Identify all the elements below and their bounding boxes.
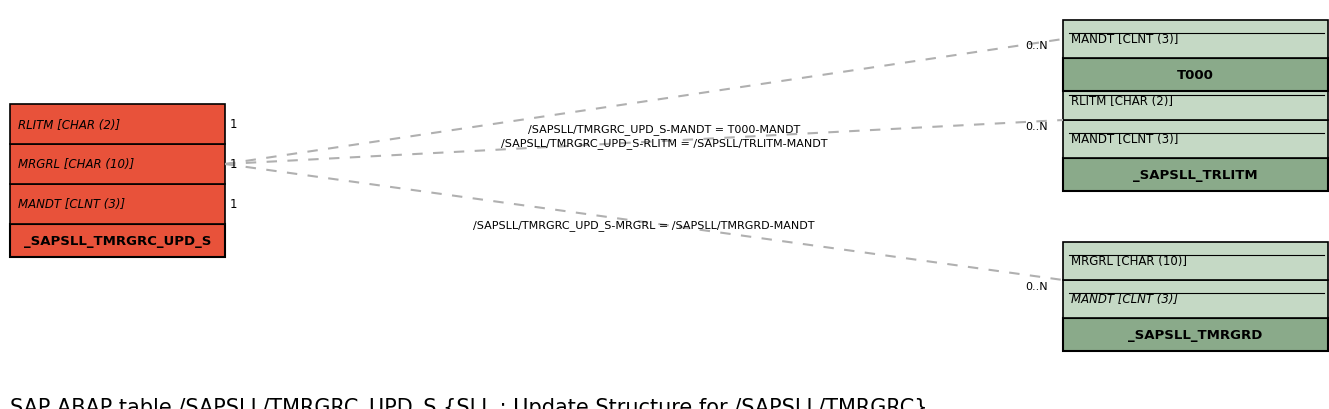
Text: 1: 1 <box>230 198 238 211</box>
Text: 0..N: 0..N <box>1025 122 1047 132</box>
Text: 0..N: 0..N <box>1025 41 1047 51</box>
Bar <box>11 184 225 225</box>
Text: /SAPSLL/TMRGRC_UPD_S-MANDT = T000-MANDT: /SAPSLL/TMRGRC_UPD_S-MANDT = T000-MANDT <box>528 124 800 135</box>
Bar <box>1063 59 1328 92</box>
Text: MANDT [CLNT (3)]: MANDT [CLNT (3)] <box>19 198 125 211</box>
Bar <box>1063 280 1328 318</box>
Text: /SAPSLL/TMRGRC_UPD_S-RLITM = /SAPSLL/TRLITM-MANDT: /SAPSLL/TMRGRC_UPD_S-RLITM = /SAPSLL/TRL… <box>501 138 827 148</box>
Text: /SAPSLL/TMRGRC_UPD_S-MRGRL = /SAPSLL/TMRGRD-MANDT: /SAPSLL/TMRGRC_UPD_S-MRGRL = /SAPSLL/TMR… <box>473 220 815 230</box>
Text: MRGRL [CHAR (10)]: MRGRL [CHAR (10)] <box>19 158 134 171</box>
Bar <box>11 145 225 184</box>
Text: MRGRL [CHAR (10)]: MRGRL [CHAR (10)] <box>1071 255 1187 268</box>
Bar <box>1063 83 1328 121</box>
Text: _SAPSLL_TRLITM: _SAPSLL_TRLITM <box>1134 169 1257 182</box>
Bar <box>11 105 225 145</box>
Text: T000: T000 <box>1177 69 1213 82</box>
Text: _SAPSLL_TMRGRD: _SAPSLL_TMRGRD <box>1128 328 1263 341</box>
Bar <box>1063 243 1328 280</box>
Bar <box>11 225 225 257</box>
Text: _SAPSLL_TMRGRC_UPD_S: _SAPSLL_TMRGRC_UPD_S <box>24 234 211 247</box>
Text: SAP ABAP table /SAPSLL/TMRGRC_UPD_S {SLL : Update Structure for /SAPSLL/TMRGRC}: SAP ABAP table /SAPSLL/TMRGRC_UPD_S {SLL… <box>11 397 928 409</box>
Text: RLITM [CHAR (2)]: RLITM [CHAR (2)] <box>19 118 120 131</box>
Bar <box>1063 318 1328 351</box>
Text: 0..N: 0..N <box>1025 281 1047 291</box>
Text: MANDT [CLNT (3)]: MANDT [CLNT (3)] <box>1071 133 1179 146</box>
Bar <box>1063 159 1328 191</box>
Text: 1: 1 <box>230 118 238 131</box>
Bar <box>1063 21 1328 59</box>
Text: MANDT [CLNT (3)]: MANDT [CLNT (3)] <box>1071 293 1177 306</box>
Text: MANDT [CLNT (3)]: MANDT [CLNT (3)] <box>1071 34 1179 46</box>
Bar <box>1063 121 1328 159</box>
Text: 1: 1 <box>230 158 238 171</box>
Text: RLITM [CHAR (2)]: RLITM [CHAR (2)] <box>1071 95 1174 108</box>
